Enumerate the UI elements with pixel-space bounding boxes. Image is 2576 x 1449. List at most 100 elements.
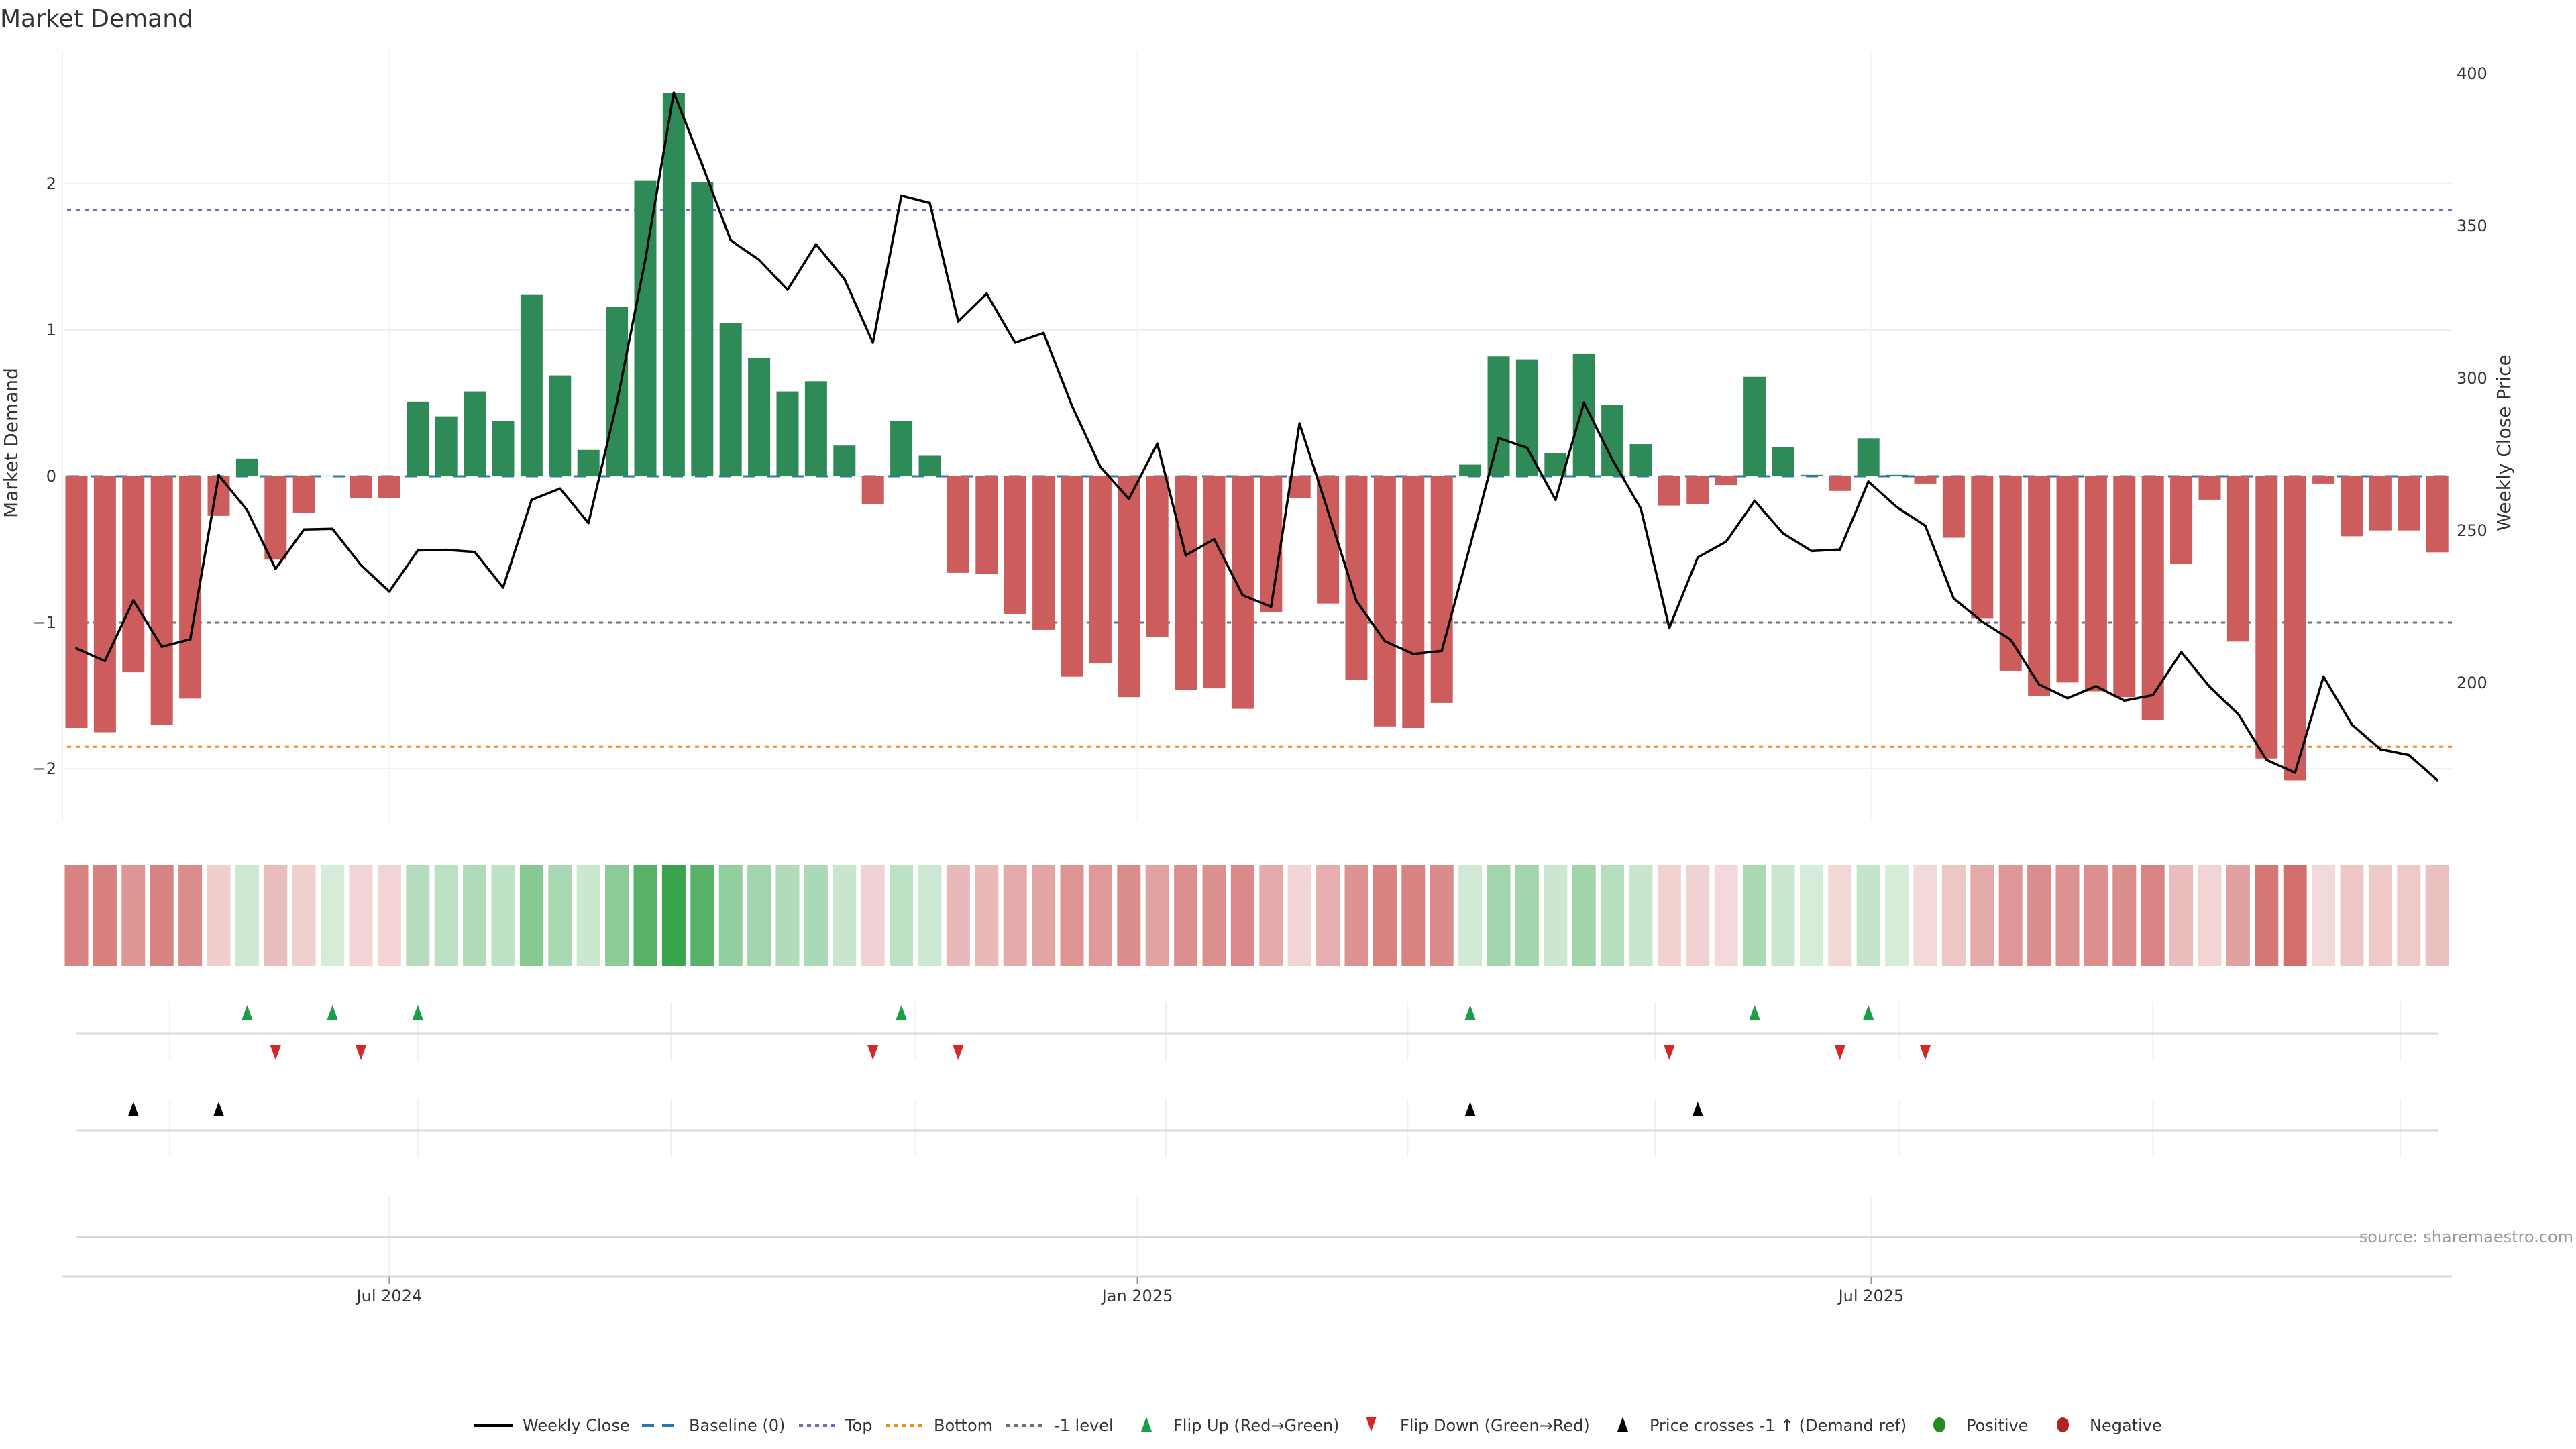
price-point xyxy=(644,258,647,261)
demand-bar xyxy=(1061,476,1083,677)
demand-bar xyxy=(662,93,685,477)
strip-cell xyxy=(2397,865,2421,966)
strip-cell xyxy=(804,865,828,966)
demand-bar xyxy=(2312,476,2335,484)
strip-cell xyxy=(2226,865,2250,966)
price-point xyxy=(530,498,533,501)
price-point xyxy=(417,549,419,552)
demand-bar xyxy=(150,476,173,725)
flip-up-marker xyxy=(1464,1005,1476,1020)
demand-bar xyxy=(1118,476,1140,698)
demand-bar xyxy=(1089,476,1112,664)
price-point xyxy=(757,258,761,262)
demand-bar xyxy=(606,307,629,476)
price-point xyxy=(1412,653,1415,655)
price-point xyxy=(1128,497,1130,500)
legend-item-baseline: Baseline (0) xyxy=(642,1416,785,1435)
y-tick-label: −1 xyxy=(33,613,56,632)
strip-cell xyxy=(121,865,146,966)
legend: Weekly Close Baseline (0) Top Bottom -1 leve… xyxy=(474,1416,2162,1435)
strip-cell xyxy=(1088,865,1112,966)
legend-label: Top xyxy=(845,1416,873,1435)
strip-cell xyxy=(1771,865,1795,966)
demand-bar xyxy=(207,476,230,516)
demand-bar xyxy=(1402,476,1425,728)
demand-bar xyxy=(2170,476,2193,564)
strip-cell xyxy=(1145,865,1169,966)
legend-label: Flip Up (Red→Green) xyxy=(1173,1416,1340,1435)
price-point xyxy=(587,521,590,525)
legend-label: Price crosses -1 ↑ (Demand ref) xyxy=(1650,1416,1907,1435)
price-point xyxy=(2151,694,2154,696)
y2-tick-label: 350 xyxy=(2457,217,2487,235)
price-line-layer xyxy=(75,91,2438,782)
strip-cell xyxy=(1430,865,1454,966)
flip-up-marker xyxy=(412,1005,423,1020)
legend-positive-dot-icon xyxy=(1933,1417,1945,1432)
strip-cell xyxy=(321,865,345,966)
legend-label: Bottom xyxy=(934,1416,993,1435)
strip-cell xyxy=(264,865,288,966)
price-point xyxy=(2037,683,2041,686)
strip-cell xyxy=(1287,865,1311,966)
price-point xyxy=(1554,498,1557,501)
legend-flip-down-icon xyxy=(1366,1417,1377,1432)
strip-cell xyxy=(2255,865,2279,966)
strip-cell xyxy=(1544,865,1568,966)
strip-cell xyxy=(1885,865,1909,966)
demand-bar xyxy=(122,476,145,673)
y2-tick-label: 200 xyxy=(2457,674,2487,692)
demand-bar xyxy=(492,421,515,476)
price-point xyxy=(132,599,135,602)
strip-cell xyxy=(377,865,401,966)
price-point xyxy=(1326,510,1330,513)
left-y-axis: 2 1 0 −1 −2 xyxy=(33,50,63,822)
legend-item-weekly-close: Weekly Close xyxy=(474,1416,630,1435)
price-point xyxy=(246,508,249,512)
strip-cell xyxy=(1941,865,1966,966)
demand-bar xyxy=(1800,474,1823,476)
demand-bar xyxy=(2084,476,2107,692)
legend-item-minus-one: -1 level xyxy=(1006,1416,1114,1435)
legend-item-bottom: Bottom xyxy=(886,1416,993,1435)
right-y-axis: 400 350 300 250 200 xyxy=(2457,64,2487,692)
strip-cell xyxy=(661,865,686,966)
price-point xyxy=(672,91,676,94)
x-axis: Jul 2024 Jan 2025 Jul 2025 xyxy=(62,1275,2452,1305)
demand-bar xyxy=(1231,476,1254,709)
demand-bar xyxy=(2028,476,2051,696)
strip-cell xyxy=(1657,865,1681,966)
strip-cell xyxy=(1686,865,1710,966)
demand-bar xyxy=(2255,476,2278,759)
price-cross-marker xyxy=(1692,1102,1703,1116)
y2-tick-label: 250 xyxy=(2457,521,2487,540)
strip-cell xyxy=(918,865,942,966)
demand-bar xyxy=(435,416,458,476)
price-point xyxy=(1753,499,1756,502)
flip-down-marker xyxy=(356,1045,366,1060)
price-point xyxy=(303,528,306,531)
demand-bar xyxy=(1715,476,1737,486)
price-point xyxy=(2294,771,2296,774)
price-point xyxy=(559,487,561,490)
price-point xyxy=(1810,549,1813,553)
legend-label: Flip Down (Green→Red) xyxy=(1400,1416,1590,1435)
strip-cell xyxy=(605,865,629,966)
price-point xyxy=(2094,685,2098,688)
strip-cell xyxy=(1856,865,1880,966)
flip-down-marker xyxy=(1664,1045,1675,1060)
x-tick-label: Jan 2025 xyxy=(1101,1287,1173,1305)
strip-cell xyxy=(292,865,316,966)
demand-bar xyxy=(1175,476,1197,690)
price-point xyxy=(2408,753,2410,757)
price-cross-marker xyxy=(1464,1102,1476,1116)
demand-bar xyxy=(804,381,827,476)
legend-negative-dot-icon xyxy=(2057,1417,2069,1432)
strip-cell xyxy=(975,865,999,966)
demand-bar xyxy=(1629,444,1652,476)
strip-cell xyxy=(349,865,373,966)
demand-bar xyxy=(235,458,258,476)
demand-bar xyxy=(407,401,429,476)
legend-item-price-cross: Price crosses -1 ↑ (Demand ref) xyxy=(1617,1416,1907,1435)
